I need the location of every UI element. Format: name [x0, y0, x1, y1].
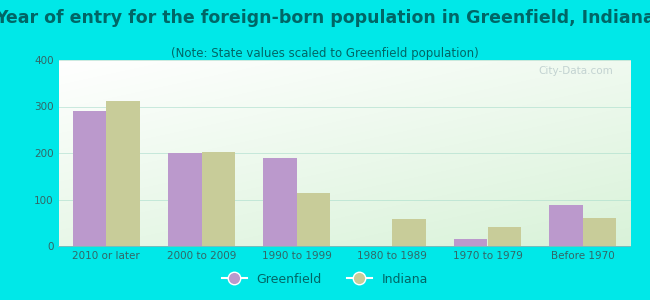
Legend: Greenfield, Indiana: Greenfield, Indiana — [216, 268, 434, 291]
Bar — [168, 153, 202, 246]
Bar — [549, 205, 583, 246]
Bar — [106, 101, 140, 246]
Bar — [263, 158, 297, 246]
Text: City-Data.com: City-Data.com — [539, 66, 614, 76]
Bar — [392, 219, 426, 246]
Bar — [583, 218, 616, 246]
Bar — [297, 193, 330, 246]
Text: Year of entry for the foreign-born population in Greenfield, Indiana: Year of entry for the foreign-born popul… — [0, 9, 650, 27]
Bar — [488, 227, 521, 246]
Text: (Note: State values scaled to Greenfield population): (Note: State values scaled to Greenfield… — [171, 46, 479, 59]
Bar — [202, 152, 235, 246]
Bar — [454, 239, 488, 246]
Bar — [73, 111, 106, 246]
